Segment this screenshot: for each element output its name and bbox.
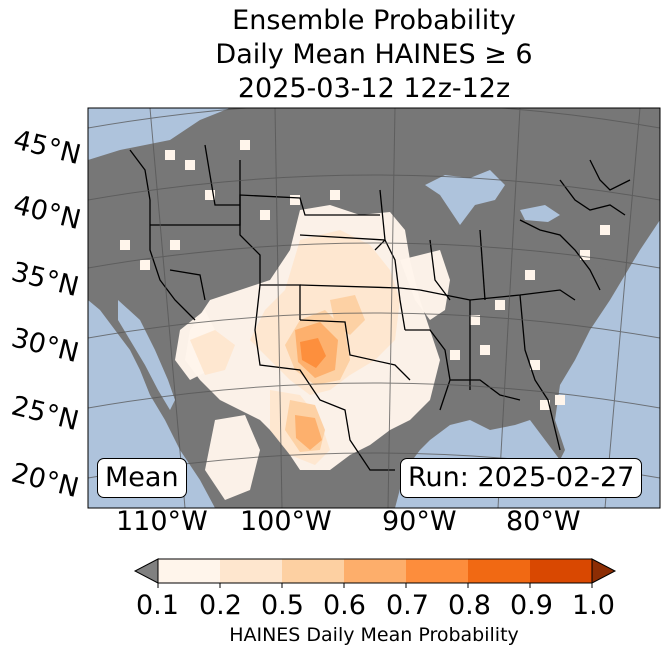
- border-line-4: [299, 234, 406, 331]
- probability-pixel-8: [290, 195, 300, 205]
- border-line-13: [519, 294, 561, 451]
- probability-pixel-5: [120, 240, 130, 250]
- border-line-18: [589, 159, 631, 191]
- meridian-line-4: [604, 108, 641, 508]
- great-lakes: [425, 170, 505, 225]
- map-frame: [87, 107, 661, 509]
- border-line-19: [169, 269, 206, 301]
- probability-pixel-9: [330, 190, 340, 200]
- colorbar-tick-2: 0.5: [261, 590, 304, 621]
- probability-region-9: [330, 295, 365, 335]
- colorbar-tick-7: 1.0: [572, 590, 615, 621]
- parallel-line-0: [88, 108, 660, 129]
- map-content: [88, 108, 660, 508]
- colorbar-tick-5: 0.8: [448, 590, 491, 621]
- probability-pixel-16: [480, 345, 490, 355]
- probability-pixel-15: [450, 350, 460, 360]
- probability-pixel-6: [140, 260, 150, 270]
- probability-pixel-2: [240, 140, 250, 150]
- title-line-3: 2025-03-12 12z-12z: [237, 73, 511, 104]
- probability-pixel-10: [470, 315, 480, 325]
- probability-region-12: [300, 338, 326, 368]
- probability-region-1: [400, 250, 450, 320]
- border-line-0: [129, 149, 196, 321]
- colorbar-tick-6: 0.9: [510, 590, 553, 621]
- probability-pixel-4: [170, 240, 180, 250]
- lon-label-90: 90°W: [382, 506, 457, 537]
- meridian-line-2: [387, 108, 396, 508]
- probability-region-3: [205, 415, 260, 500]
- gulf-of-california: [118, 300, 175, 410]
- meridian-line-3: [497, 108, 521, 508]
- border-line-9: [405, 329, 451, 411]
- mean-label: Mean: [97, 458, 187, 498]
- colorbar-tick-4: 0.7: [386, 590, 429, 621]
- border-line-3: [204, 144, 240, 206]
- lon-label-100: 100°W: [240, 506, 332, 537]
- border-line-8: [374, 189, 386, 251]
- border-line-16: [519, 219, 601, 291]
- border-line-17: [559, 179, 626, 216]
- parallel-line-3: [88, 312, 660, 339]
- probability-pixel-17: [540, 400, 550, 410]
- meridian-line-0: [149, 108, 186, 508]
- probability-pixel-11: [495, 300, 505, 310]
- probability-pixel-7: [260, 210, 270, 220]
- title-line-2: Daily Mean HAINES ≥ 6: [215, 39, 533, 70]
- probability-pixel-1: [185, 160, 195, 170]
- probability-pixel-13: [580, 250, 590, 260]
- meridian-line-1: [274, 108, 283, 508]
- title-line-1: Ensemble Probability: [232, 5, 516, 36]
- border-line-15: [479, 229, 486, 301]
- lon-label-80: 80°W: [506, 506, 581, 537]
- lon-label-110: 110°W: [116, 506, 208, 537]
- probability-pixel-14: [600, 225, 610, 235]
- state-borders: [129, 144, 631, 471]
- lake-erie-ontario: [520, 205, 560, 222]
- parallel-line-1: [88, 174, 660, 201]
- parallel-line-4: [88, 382, 660, 409]
- colorbar-label: HAINES Daily Mean Probability: [229, 624, 519, 646]
- colorbar-tick-3: 0.6: [323, 590, 366, 621]
- border-line-5: [299, 284, 421, 291]
- probability-region-5: [190, 330, 235, 375]
- probability-pixel-19: [530, 360, 540, 370]
- probability-pixel-3: [205, 190, 215, 200]
- parallel-line-2: [88, 242, 660, 269]
- probability-region-11: [295, 415, 322, 450]
- probability-pixel-18: [555, 395, 565, 405]
- border-line-7: [299, 319, 411, 381]
- border-line-14: [429, 239, 451, 301]
- border-line-1: [150, 194, 380, 226]
- probability-pixel-12: [525, 270, 535, 280]
- border-line-6: [254, 284, 395, 471]
- run-date-label: Run: 2025-02-27: [400, 458, 643, 498]
- colorbar-tick-0: 0.1: [136, 590, 179, 621]
- colorbar-tick-1: 0.2: [199, 590, 242, 621]
- probability-layer: [120, 140, 610, 500]
- probability-pixel-0: [165, 150, 175, 160]
- border-line-2: [239, 160, 301, 320]
